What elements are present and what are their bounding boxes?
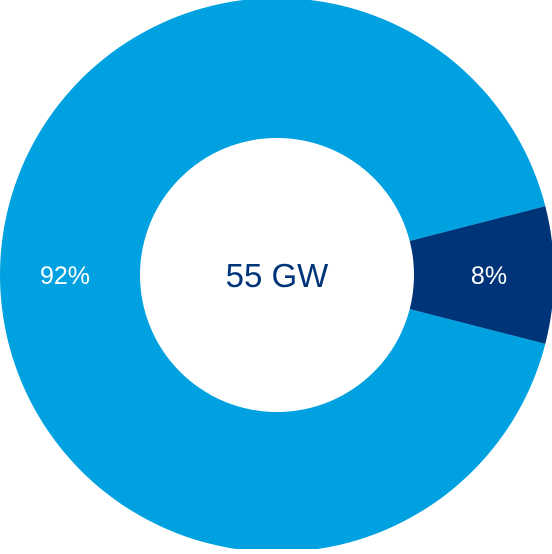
donut-hole: [140, 138, 414, 412]
labels-layer: 8% 92%: [40, 262, 507, 290]
center-total-label: 55 GW: [226, 257, 330, 294]
donut-slice: [277, 206, 552, 344]
slice-label-small: 8%: [471, 262, 507, 290]
slice-label-large: 92%: [40, 262, 90, 290]
